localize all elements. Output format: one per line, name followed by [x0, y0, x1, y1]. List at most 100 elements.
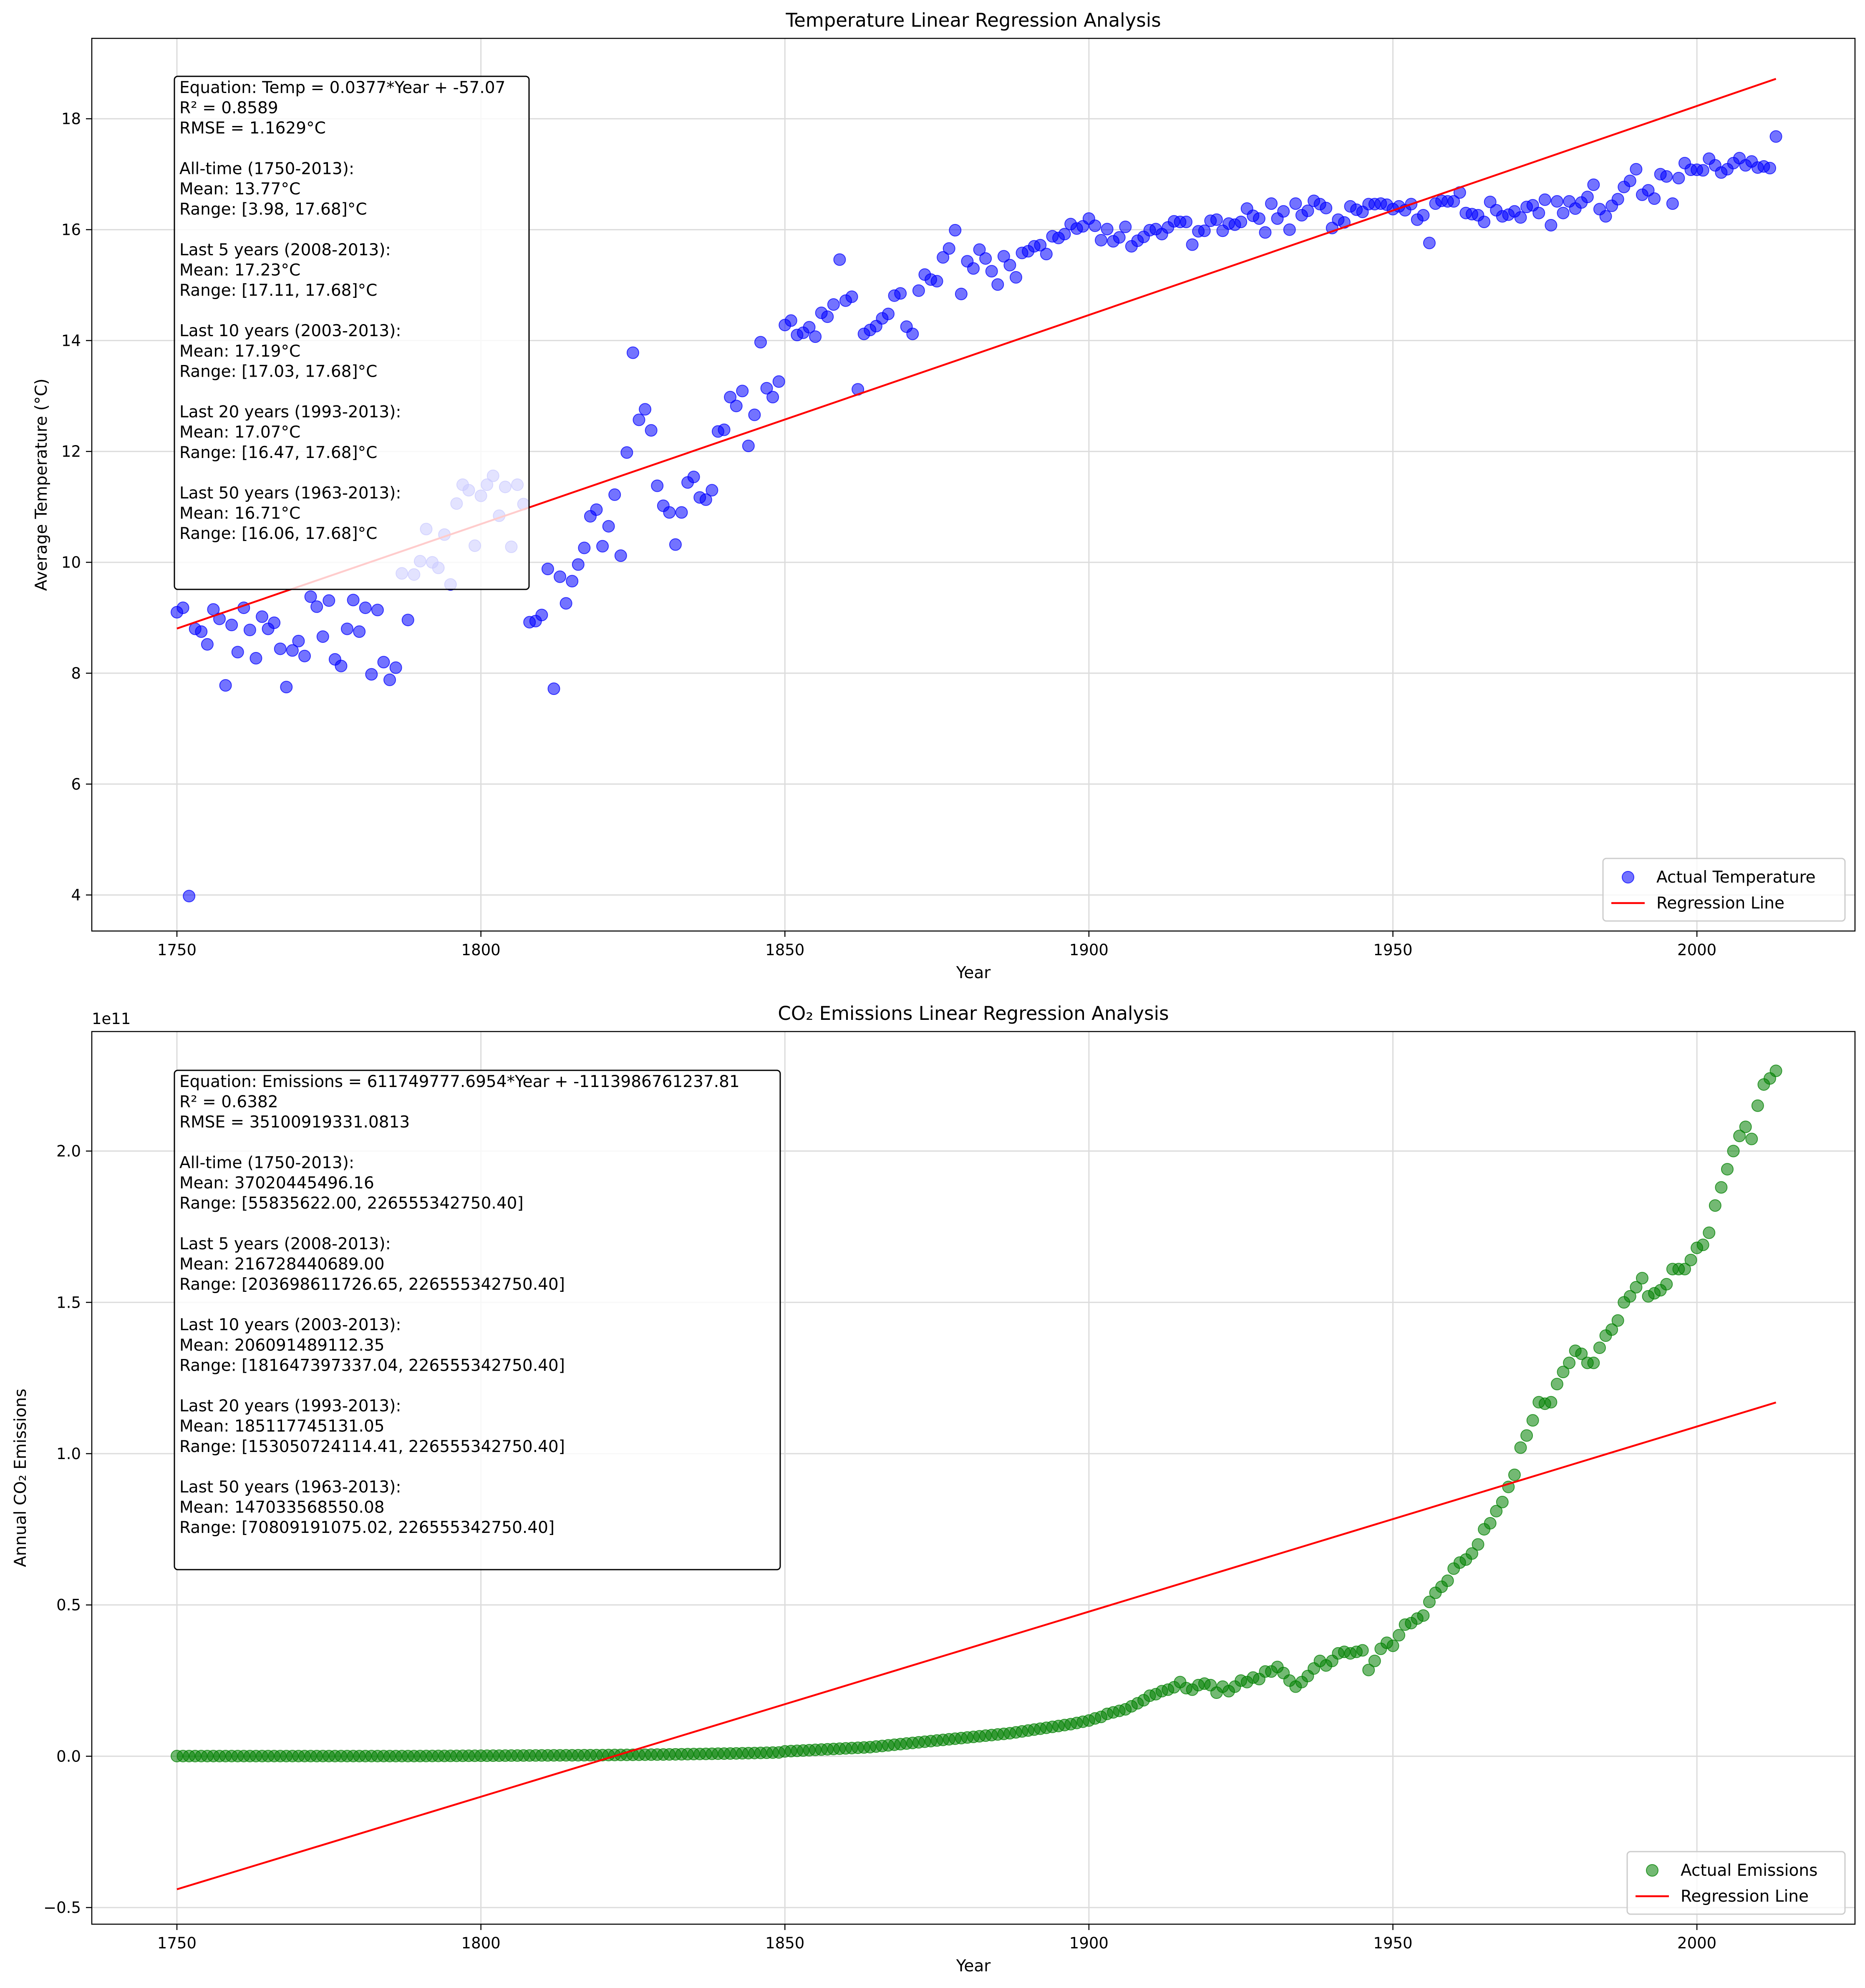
data-point [1003, 259, 1016, 272]
data-point [1113, 231, 1126, 244]
data-point [821, 310, 834, 323]
data-point [1356, 1644, 1369, 1657]
stats-line: Mean: 216728440689.00 [179, 1255, 385, 1273]
data-point [882, 307, 895, 320]
data-point [979, 252, 992, 265]
data-point [1417, 209, 1430, 222]
data-point [1478, 215, 1491, 228]
data-point [1277, 205, 1290, 218]
data-point [383, 673, 396, 686]
stats-line: Range: [153050724114.41, 226555342750.40… [179, 1437, 565, 1456]
data-point [1423, 237, 1436, 249]
data-point [1672, 171, 1685, 184]
data-point [547, 682, 560, 695]
data-point [760, 382, 773, 395]
data-point [353, 625, 366, 638]
data-point [602, 520, 615, 533]
y-tick-label: 10 [61, 554, 81, 571]
data-point [1289, 197, 1302, 210]
data-point [572, 558, 585, 571]
data-point [1301, 204, 1314, 217]
y-offset-label: 1e11 [92, 1010, 131, 1028]
stats-line: Range: [70809191075.02, 226555342750.40] [179, 1518, 554, 1537]
data-point [371, 604, 384, 617]
stats-line: Range: [181647397337.04, 226555342750.40… [179, 1356, 565, 1375]
x-axis-label: Year [956, 1957, 991, 1975]
data-point [1563, 1356, 1576, 1369]
data-point [997, 250, 1010, 263]
x-tick-label: 2000 [1677, 941, 1716, 959]
data-point [1447, 195, 1460, 208]
data-point [1648, 192, 1661, 205]
data-point [955, 287, 968, 300]
stats-line: Range: [16.47, 17.68]°C [179, 443, 377, 462]
y-tick-label: 6 [71, 775, 81, 793]
stats-line: Range: [17.11, 17.68]°C [179, 281, 377, 300]
y-tick-label: 14 [61, 332, 81, 350]
data-point [724, 390, 737, 403]
data-point [1180, 215, 1193, 228]
data-point [1611, 193, 1624, 206]
data-point [827, 298, 840, 311]
data-point [1660, 170, 1673, 183]
data-point [535, 609, 548, 622]
data-point [1514, 211, 1527, 224]
grid [92, 38, 1855, 931]
data-point [1393, 1629, 1406, 1642]
data-point [1630, 163, 1643, 176]
data-point [1253, 212, 1265, 225]
data-point [1636, 1272, 1648, 1285]
data-point [633, 413, 645, 426]
data-point [1538, 193, 1551, 206]
data-point [316, 630, 329, 643]
scatter-series [171, 130, 1782, 903]
data-point [699, 493, 712, 506]
stats-line: Last 50 years (1963-2013): [179, 1478, 401, 1497]
y-tick-label: 18 [61, 110, 81, 128]
data-point [286, 644, 299, 657]
data-point [1703, 1226, 1716, 1239]
data-point [1660, 1278, 1673, 1291]
data-point [183, 890, 196, 903]
data-point [1186, 238, 1199, 251]
data-point [1520, 1429, 1533, 1442]
data-point [1545, 219, 1558, 232]
data-point [1089, 219, 1101, 232]
data-point [578, 541, 591, 554]
chart-title: Temperature Linear Regression Analysis [785, 9, 1161, 31]
y-axis-label: Average Temperature (°C) [32, 378, 51, 591]
data-point [554, 570, 567, 583]
data-point [1532, 206, 1545, 219]
x-tick-label: 1850 [765, 941, 804, 959]
stats-line: Range: [55835622.00, 226555342750.40] [179, 1194, 524, 1213]
data-point [973, 243, 986, 256]
data-point [1684, 1253, 1697, 1266]
data-point [772, 375, 785, 388]
stats-line: Last 10 years (2003-2013): [179, 1316, 401, 1334]
data-point [1696, 1238, 1709, 1251]
data-point [560, 597, 572, 610]
data-point [541, 563, 554, 576]
data-point [389, 661, 402, 674]
x-tick-label: 1750 [157, 1934, 197, 1952]
x-axis-label: Year [956, 964, 991, 982]
axis-ticks: 1750 1800 1850 1900 1950 2000 −0.5 0.0 0.5 1.0 1.5… [43, 1142, 1716, 1952]
temperature-regression-chart: 1750 1800 1850 1900 1950 2000 4 6 8 10 12 14 16 18 Tem… [32, 9, 1856, 982]
stats-line: Last 50 years (1963-2013): [179, 484, 401, 503]
data-point [626, 346, 639, 359]
data-point [201, 638, 214, 651]
data-point [754, 336, 767, 349]
stats-line: Mean: 185117745131.05 [179, 1417, 385, 1436]
data-point [669, 538, 682, 551]
data-point [1611, 1314, 1624, 1327]
data-point [706, 484, 718, 497]
data-point [1514, 1441, 1527, 1454]
data-point [943, 242, 955, 255]
legend-label-points: Actual Emissions [1681, 1861, 1817, 1880]
data-point [1623, 174, 1636, 187]
data-point [347, 594, 360, 606]
data-point [377, 656, 390, 669]
data-point [1739, 1120, 1752, 1133]
stats-line: All-time (1750-2013): [179, 1153, 354, 1172]
